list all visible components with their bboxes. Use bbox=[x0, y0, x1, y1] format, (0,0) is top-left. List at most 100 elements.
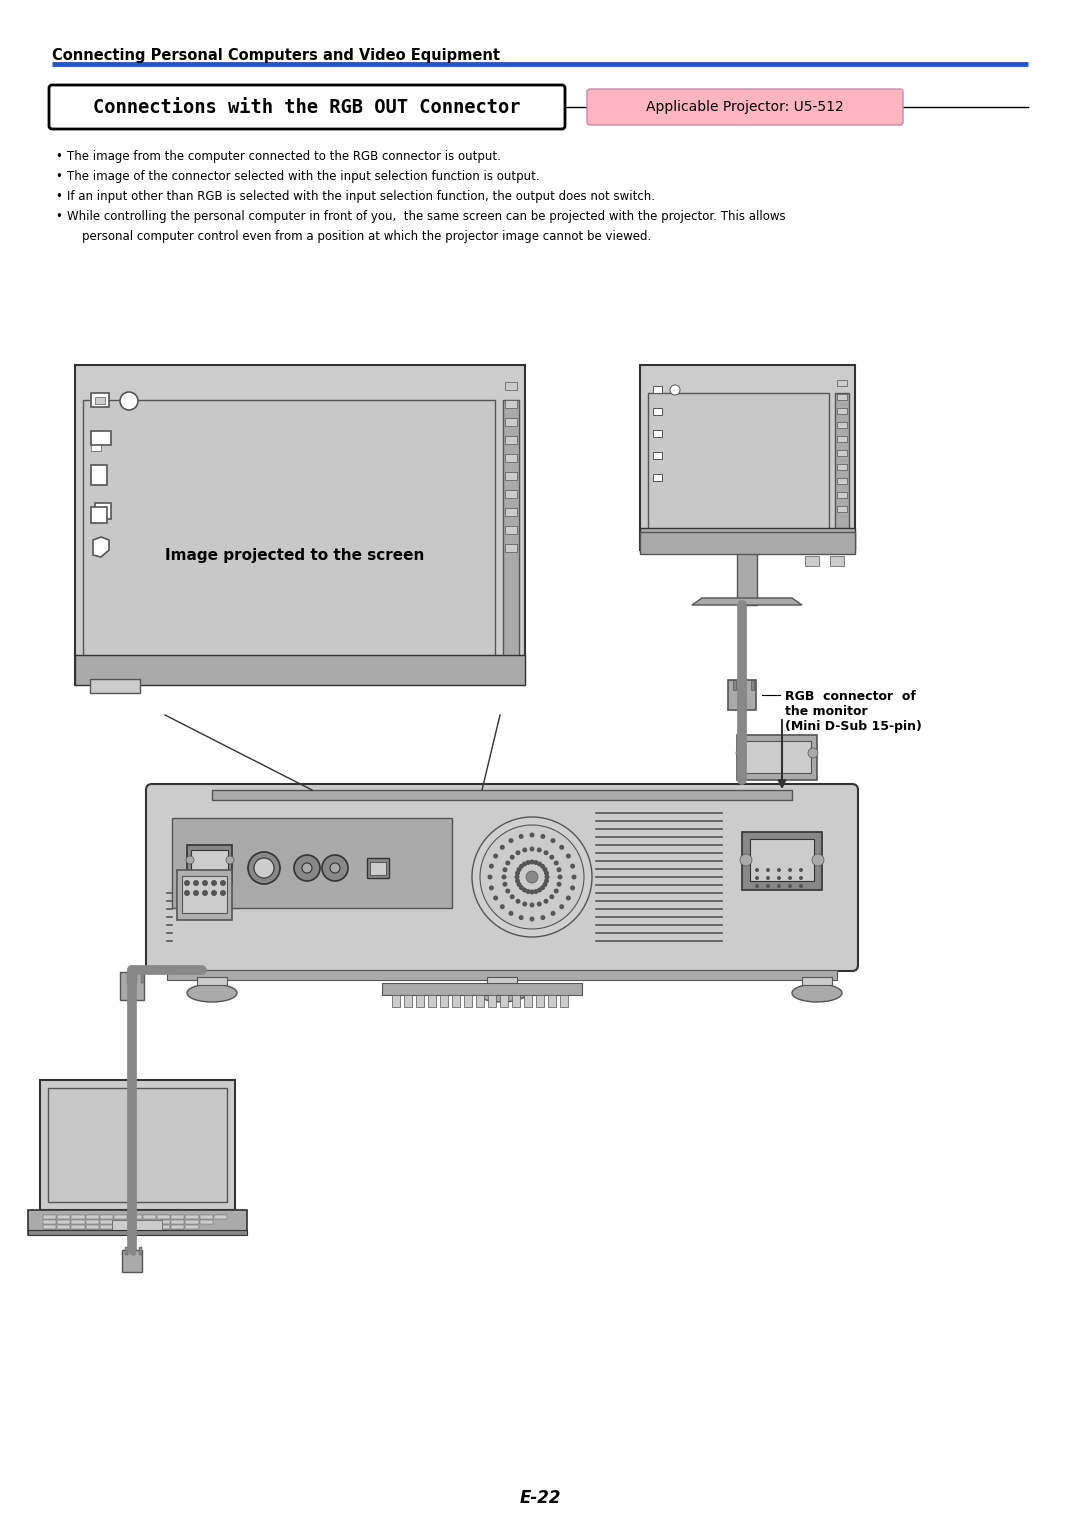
Bar bbox=[28, 1210, 247, 1235]
Circle shape bbox=[540, 885, 545, 890]
Bar bbox=[43, 1225, 56, 1228]
Circle shape bbox=[489, 864, 494, 868]
FancyBboxPatch shape bbox=[588, 89, 903, 125]
FancyBboxPatch shape bbox=[49, 85, 565, 130]
Bar bbox=[831, 555, 843, 566]
Circle shape bbox=[505, 861, 510, 865]
Circle shape bbox=[540, 864, 545, 868]
Circle shape bbox=[537, 862, 542, 867]
Bar bbox=[505, 490, 517, 497]
Ellipse shape bbox=[120, 392, 138, 410]
Bar bbox=[71, 1225, 84, 1228]
Circle shape bbox=[522, 862, 527, 867]
Bar bbox=[43, 1230, 56, 1235]
Bar bbox=[157, 1219, 170, 1224]
Bar bbox=[114, 1219, 127, 1224]
Bar bbox=[505, 526, 517, 534]
Bar bbox=[742, 681, 745, 690]
Bar bbox=[370, 862, 386, 874]
Bar bbox=[91, 465, 107, 485]
Circle shape bbox=[502, 867, 508, 873]
Circle shape bbox=[322, 855, 348, 881]
Bar bbox=[114, 1230, 127, 1235]
Bar bbox=[129, 1219, 141, 1224]
Circle shape bbox=[523, 847, 527, 853]
Circle shape bbox=[554, 888, 558, 894]
Circle shape bbox=[529, 917, 535, 922]
FancyBboxPatch shape bbox=[146, 784, 858, 971]
Circle shape bbox=[472, 816, 592, 937]
Circle shape bbox=[487, 874, 492, 879]
Bar bbox=[214, 1215, 227, 1219]
Bar bbox=[127, 974, 130, 983]
Bar bbox=[40, 1080, 235, 1210]
Bar bbox=[464, 995, 472, 1007]
Text: •: • bbox=[55, 211, 62, 223]
Circle shape bbox=[543, 899, 549, 903]
Text: RGB  connector  of
the monitor
(Mini D-Sub 15-pin): RGB connector of the monitor (Mini D-Sub… bbox=[785, 690, 922, 732]
Bar bbox=[85, 1215, 99, 1219]
Circle shape bbox=[254, 858, 274, 877]
Bar bbox=[183, 876, 227, 913]
Text: personal computer control even from a position at which the projector image cann: personal computer control even from a po… bbox=[67, 230, 651, 243]
Ellipse shape bbox=[670, 385, 680, 395]
Circle shape bbox=[523, 902, 527, 906]
Bar bbox=[143, 1219, 156, 1224]
Bar bbox=[129, 1215, 141, 1219]
Bar bbox=[112, 1219, 162, 1231]
Circle shape bbox=[735, 748, 746, 758]
Circle shape bbox=[248, 852, 280, 884]
Bar bbox=[404, 995, 411, 1007]
Circle shape bbox=[202, 890, 208, 896]
Circle shape bbox=[551, 911, 555, 916]
Bar bbox=[90, 679, 140, 693]
Bar bbox=[157, 1230, 170, 1235]
Bar bbox=[71, 1215, 84, 1219]
Bar bbox=[57, 1219, 70, 1224]
Bar bbox=[71, 1230, 84, 1235]
Bar bbox=[143, 1225, 156, 1228]
Circle shape bbox=[755, 868, 759, 871]
Text: •: • bbox=[55, 169, 62, 183]
Bar bbox=[139, 1247, 141, 1254]
Circle shape bbox=[542, 867, 548, 871]
Text: •: • bbox=[55, 150, 62, 163]
Circle shape bbox=[544, 879, 549, 884]
Bar bbox=[837, 407, 847, 414]
Bar bbox=[83, 400, 495, 678]
Circle shape bbox=[740, 855, 752, 865]
Circle shape bbox=[494, 853, 498, 859]
Circle shape bbox=[510, 855, 515, 859]
Circle shape bbox=[543, 850, 549, 855]
Bar bbox=[57, 1230, 70, 1235]
Circle shape bbox=[529, 833, 535, 838]
Circle shape bbox=[799, 876, 804, 881]
Circle shape bbox=[509, 838, 513, 844]
Bar bbox=[382, 983, 582, 995]
Text: The image from the computer connected to the RGB connector is output.: The image from the computer connected to… bbox=[67, 150, 501, 163]
Bar bbox=[561, 995, 568, 1007]
Circle shape bbox=[556, 882, 562, 887]
Circle shape bbox=[529, 890, 535, 894]
Bar bbox=[197, 977, 227, 984]
Circle shape bbox=[557, 874, 563, 879]
Bar bbox=[177, 870, 232, 920]
Polygon shape bbox=[93, 537, 109, 557]
Bar bbox=[512, 995, 519, 1007]
Circle shape bbox=[500, 845, 504, 850]
Circle shape bbox=[505, 888, 510, 894]
Bar bbox=[129, 1230, 141, 1235]
Circle shape bbox=[184, 890, 190, 896]
Circle shape bbox=[777, 876, 781, 881]
Bar bbox=[129, 1225, 141, 1228]
Text: Applicable Projector: U5-512: Applicable Projector: U5-512 bbox=[646, 101, 843, 114]
Bar bbox=[416, 995, 424, 1007]
Ellipse shape bbox=[792, 984, 842, 1003]
Circle shape bbox=[514, 874, 519, 879]
Bar bbox=[640, 365, 855, 549]
Bar bbox=[505, 455, 517, 462]
Text: While controlling the personal computer in front of you,  the same screen can be: While controlling the personal computer … bbox=[67, 211, 785, 223]
Circle shape bbox=[529, 847, 535, 852]
Circle shape bbox=[777, 868, 781, 871]
Circle shape bbox=[515, 871, 519, 876]
